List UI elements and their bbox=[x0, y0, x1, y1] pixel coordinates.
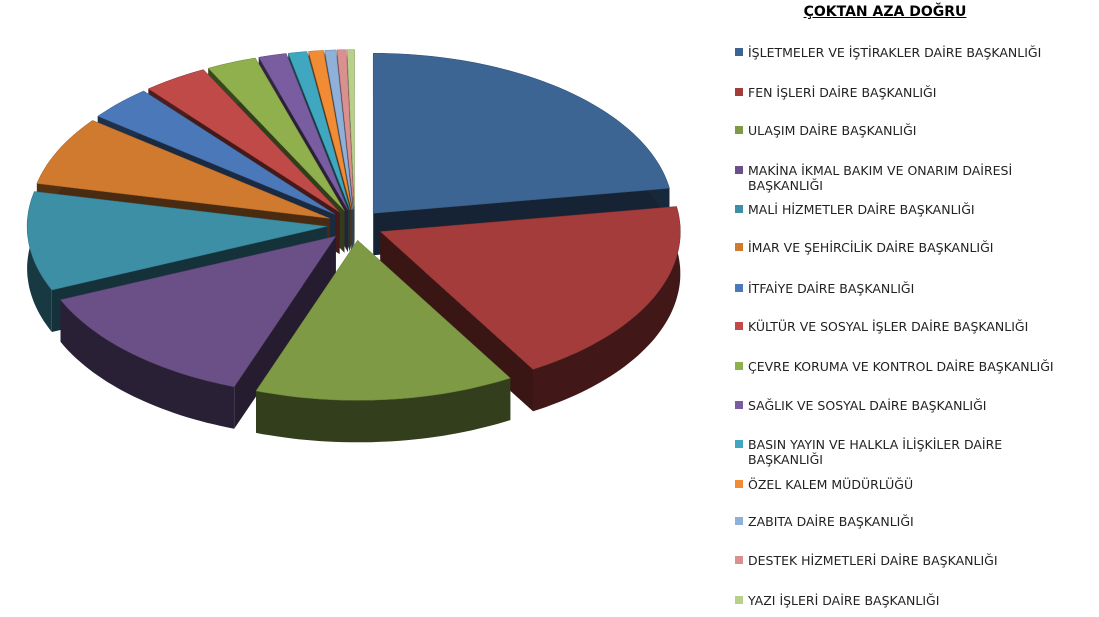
legend-swatch bbox=[735, 126, 743, 134]
legend-label: ZABITA DAİRE BAŞKANLIĞI bbox=[748, 514, 914, 529]
legend-item: İŞLETMELER VE İŞTİRAKLER DAİRE BAŞKANLIĞ… bbox=[735, 45, 1075, 60]
slice-wall bbox=[234, 236, 336, 429]
slice bbox=[207, 57, 345, 211]
legend-item: ÖZEL KALEM MÜDÜRLÜĞÜ bbox=[735, 477, 1075, 492]
legend-swatch bbox=[735, 596, 743, 604]
legend-label: ÇEVRE KORUMA VE KONTROL DAİRE BAŞKANLIĞI bbox=[748, 359, 1054, 374]
slice bbox=[60, 235, 337, 388]
legend-item: SAĞLIK VE SOSYAL DAİRE BAŞKANLIĞI bbox=[735, 398, 1075, 413]
slice bbox=[372, 53, 670, 214]
chart bbox=[26, 49, 681, 443]
slice bbox=[308, 50, 352, 210]
legend-swatch bbox=[735, 284, 743, 292]
slice bbox=[255, 239, 511, 401]
legend-item: BASIN YAYIN VE HALKLA İLİŞKİLER DAİRE BA… bbox=[735, 437, 1075, 467]
legend-swatch bbox=[735, 322, 743, 330]
slice bbox=[336, 49, 355, 210]
legend-item: MAKİNA İKMAL BAKIM VE ONARIM DAİRESİ BAŞ… bbox=[735, 163, 1075, 193]
legend-swatch bbox=[735, 401, 743, 409]
slice bbox=[287, 51, 351, 210]
legend-label: ULAŞIM DAİRE BAŞKANLIĞI bbox=[748, 123, 917, 138]
legend-item: YAZI İŞLERİ DAİRE BAŞKANLIĞI bbox=[735, 593, 1075, 608]
chart-title: ÇOKTAN AZA DOĞRU bbox=[803, 4, 967, 20]
legend-swatch bbox=[735, 480, 743, 488]
slice bbox=[97, 90, 336, 215]
legend-label: YAZI İŞLERİ DAİRE BAŞKANLIĞI bbox=[748, 593, 940, 608]
slice bbox=[60, 235, 337, 429]
legend-label: BASIN YAYIN VE HALKLA İLİŞKİLER DAİRE BA… bbox=[748, 437, 1003, 467]
legend-item: FEN İŞLERİ DAİRE BAŞKANLIĞI bbox=[735, 85, 1075, 100]
slice-wall bbox=[256, 378, 511, 443]
slice bbox=[346, 49, 355, 210]
slice bbox=[147, 69, 340, 213]
legend-swatch bbox=[735, 362, 743, 370]
legend-swatch bbox=[735, 556, 743, 564]
legend-item: ZABITA DAİRE BAŞKANLIĞI bbox=[735, 514, 1075, 529]
legend-item: MALİ HİZMETLER DAİRE BAŞKANLIĞI bbox=[735, 202, 1075, 217]
legend-label: SAĞLIK VE SOSYAL DAİRE BAŞKANLIĞI bbox=[748, 398, 987, 413]
legend-swatch bbox=[735, 88, 743, 96]
legend-label: FEN İŞLERİ DAİRE BAŞKANLIĞI bbox=[748, 85, 937, 100]
legend-swatch bbox=[735, 205, 743, 213]
legend-item: İMAR VE ŞEHİRCİLİK DAİRE BAŞKANLIĞI bbox=[735, 240, 1075, 255]
legend-swatch bbox=[735, 48, 743, 56]
legend-item: KÜLTÜR VE SOSYAL İŞLER DAİRE BAŞKANLIĞI bbox=[735, 319, 1075, 334]
slice bbox=[255, 239, 511, 443]
slice bbox=[36, 120, 330, 219]
legend-swatch bbox=[735, 517, 743, 525]
legend-label: KÜLTÜR VE SOSYAL İŞLER DAİRE BAŞKANLIĞI bbox=[748, 319, 1029, 334]
legend-label: İŞLETMELER VE İŞTİRAKLER DAİRE BAŞKANLIĞ… bbox=[748, 45, 1042, 60]
legend-swatch bbox=[735, 243, 743, 251]
legend-swatch bbox=[735, 166, 743, 174]
legend-item: ULAŞIM DAİRE BAŞKANLIĞI bbox=[735, 123, 1075, 138]
legend-label: MAKİNA İKMAL BAKIM VE ONARIM DAİRESİ BAŞ… bbox=[748, 163, 1013, 193]
slice bbox=[26, 191, 328, 291]
legend-swatch bbox=[735, 440, 743, 448]
legend-item: İTFAİYE DAİRE BAŞKANLIĞI bbox=[735, 281, 1075, 296]
slice-wall bbox=[533, 206, 681, 412]
legend-label: DESTEK HİZMETLERİ DAİRE BAŞKANLIĞI bbox=[748, 553, 998, 568]
legend-item: DESTEK HİZMETLERİ DAİRE BAŞKANLIĞI bbox=[735, 553, 1075, 568]
slice bbox=[258, 53, 349, 211]
legend-item: ÇEVRE KORUMA VE KONTROL DAİRE BAŞKANLIĞI bbox=[735, 359, 1075, 374]
slice bbox=[379, 206, 681, 370]
legend-label: ÖZEL KALEM MÜDÜRLÜĞÜ bbox=[748, 477, 914, 492]
legend-label: MALİ HİZMETLER DAİRE BAŞKANLIĞI bbox=[748, 202, 975, 217]
legend-label: İMAR VE ŞEHİRCİLİK DAİRE BAŞKANLIĞI bbox=[748, 240, 994, 255]
slice-wall bbox=[60, 299, 235, 429]
slice bbox=[324, 49, 354, 210]
legend-label: İTFAİYE DAİRE BAŞKANLIĞI bbox=[748, 281, 915, 296]
